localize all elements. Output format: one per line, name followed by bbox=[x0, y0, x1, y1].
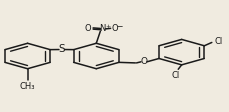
Text: N: N bbox=[99, 24, 106, 33]
Text: S: S bbox=[59, 44, 65, 54]
Text: O: O bbox=[111, 24, 118, 33]
Text: Cl: Cl bbox=[214, 37, 222, 46]
Text: +: + bbox=[106, 24, 111, 29]
Text: CH₃: CH₃ bbox=[20, 82, 35, 91]
Text: O: O bbox=[141, 57, 147, 66]
Text: −: − bbox=[116, 22, 123, 31]
Text: O: O bbox=[84, 24, 91, 33]
Text: Cl: Cl bbox=[172, 71, 180, 81]
